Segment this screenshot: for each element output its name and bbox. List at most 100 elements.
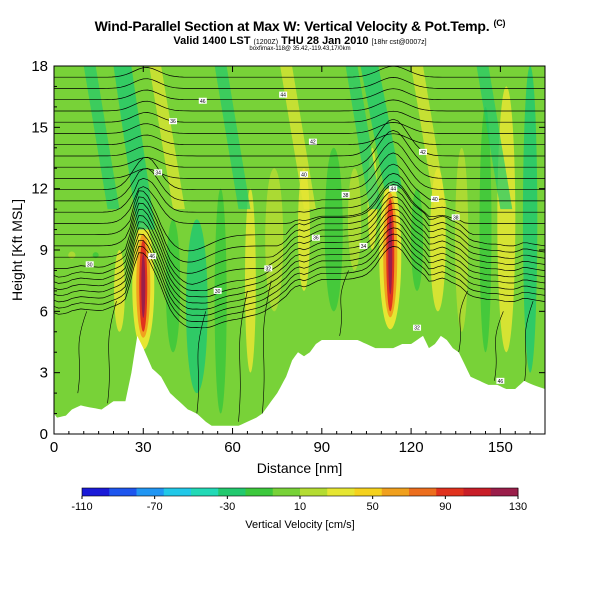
x-tick-label: 30	[135, 439, 152, 456]
contour-label-bg	[279, 91, 288, 98]
colorbar-swatch	[354, 488, 383, 496]
contour-label-bg	[154, 169, 163, 176]
low-level-contour	[262, 280, 272, 414]
colorbar-tick-label: 130	[509, 501, 527, 513]
w-streak	[68, 251, 76, 259]
contour-label: 46	[200, 99, 206, 105]
w-streak	[265, 168, 284, 312]
isentrope	[54, 227, 545, 310]
colorbar-swatch	[436, 488, 464, 496]
contour-label: 44	[390, 187, 396, 193]
isentrope	[54, 122, 545, 134]
isentrope	[54, 110, 545, 123]
isentrope	[54, 141, 545, 179]
colorbar-tick-label: -30	[219, 501, 235, 513]
colorbar-swatch	[245, 488, 274, 496]
contour-label-bg	[198, 97, 207, 104]
updraft-core-peak	[141, 253, 146, 318]
y-tick-label: 18	[31, 58, 48, 75]
contour-label-bg	[359, 242, 368, 249]
colorbar-tick-label: -70	[147, 501, 163, 513]
w-streak	[245, 188, 256, 373]
isentrope	[54, 163, 545, 202]
low-level-contour	[238, 290, 248, 422]
low-level-contour	[458, 290, 468, 353]
w-streak	[186, 219, 208, 394]
colorbar-swatch	[300, 488, 328, 496]
terrain	[54, 335, 545, 434]
x-tick-label: 90	[313, 439, 330, 456]
contour-label-bg	[418, 148, 427, 155]
isentrope	[54, 88, 545, 101]
w-streak	[214, 188, 227, 414]
low-level-contour	[196, 311, 207, 414]
w-streak	[165, 219, 181, 353]
x-tick-label: 0	[50, 439, 58, 456]
colorbar-tick-label: -110	[71, 501, 92, 513]
colorbar-swatch	[327, 488, 355, 496]
y-tick-label: 12	[31, 181, 48, 198]
contour-label: 30	[87, 262, 93, 268]
contour-label: 32	[414, 326, 420, 332]
colorbar-swatch	[381, 488, 410, 496]
tilted-streak	[360, 66, 403, 189]
isentrope	[54, 208, 545, 292]
contour-label: 34	[361, 244, 367, 250]
upper-w-streak	[345, 66, 382, 210]
low-level-contour	[339, 270, 349, 336]
isentrope	[54, 173, 545, 213]
y-tick-label: 0	[40, 426, 48, 443]
isentrope	[54, 118, 545, 157]
contour-label: 46	[149, 254, 155, 260]
isentrope	[54, 246, 545, 329]
contour-label-bg	[308, 138, 317, 145]
contour-label: 34	[155, 170, 161, 176]
colorbar-swatch	[191, 488, 219, 496]
tilted-streak	[113, 66, 156, 230]
isentrope	[54, 133, 545, 146]
chart-metadata: boxfimax-118@ 35.42,-119.43,17/0km	[249, 46, 351, 52]
w-streak	[455, 147, 469, 332]
colorbar-tick-label: 90	[439, 501, 451, 513]
colorbar-swatch	[218, 488, 246, 496]
contour-label-bg	[496, 377, 505, 384]
contour-label: 40	[432, 197, 438, 203]
colorbar-swatch	[272, 488, 301, 496]
contour-label-bg	[85, 261, 94, 268]
contour-label-bg	[264, 265, 273, 272]
w-streak	[324, 147, 343, 312]
w-streak	[347, 168, 362, 271]
x-tick-label: 120	[399, 439, 424, 456]
upper-w-streak	[411, 66, 447, 210]
low-level-contour	[77, 311, 88, 394]
contour-label: 40	[301, 172, 307, 178]
contour-label: 42	[310, 140, 316, 146]
contour-label-bg	[213, 287, 222, 294]
isentrope	[54, 215, 545, 298]
w-streak	[92, 252, 99, 259]
y-tick-label: 9	[40, 242, 48, 259]
contour-label-bg	[299, 171, 308, 178]
colorbar-swatch	[490, 488, 519, 496]
isentrope	[54, 99, 545, 112]
contour-label: 42	[420, 150, 426, 156]
contour-label: 38	[453, 215, 459, 221]
contour-label-bg	[341, 191, 350, 198]
contour-label: 38	[343, 193, 349, 199]
contour-label-bg	[169, 118, 178, 125]
y-axis-label: Height [Kft MSL]	[9, 199, 25, 301]
colorbar-swatch	[136, 488, 165, 496]
contour-label-bg	[413, 324, 422, 331]
contour-label: 36	[170, 119, 176, 125]
x-tick-label: 150	[488, 439, 513, 456]
colorbar-swatch	[109, 488, 137, 496]
colorbar-swatch	[82, 488, 110, 496]
x-tick-label: 60	[224, 439, 241, 456]
low-level-contour	[107, 301, 117, 404]
contour-label: 46	[498, 379, 504, 385]
upper-w-streak	[149, 66, 185, 210]
upper-w-streak	[214, 66, 251, 210]
isentrope	[54, 184, 545, 252]
chart-subtitle: Valid 1400 LST (1200Z) THU 28 Jan 2010 […	[173, 35, 427, 47]
colorbar-label: Vertical Velocity [cm/s]	[245, 519, 354, 531]
